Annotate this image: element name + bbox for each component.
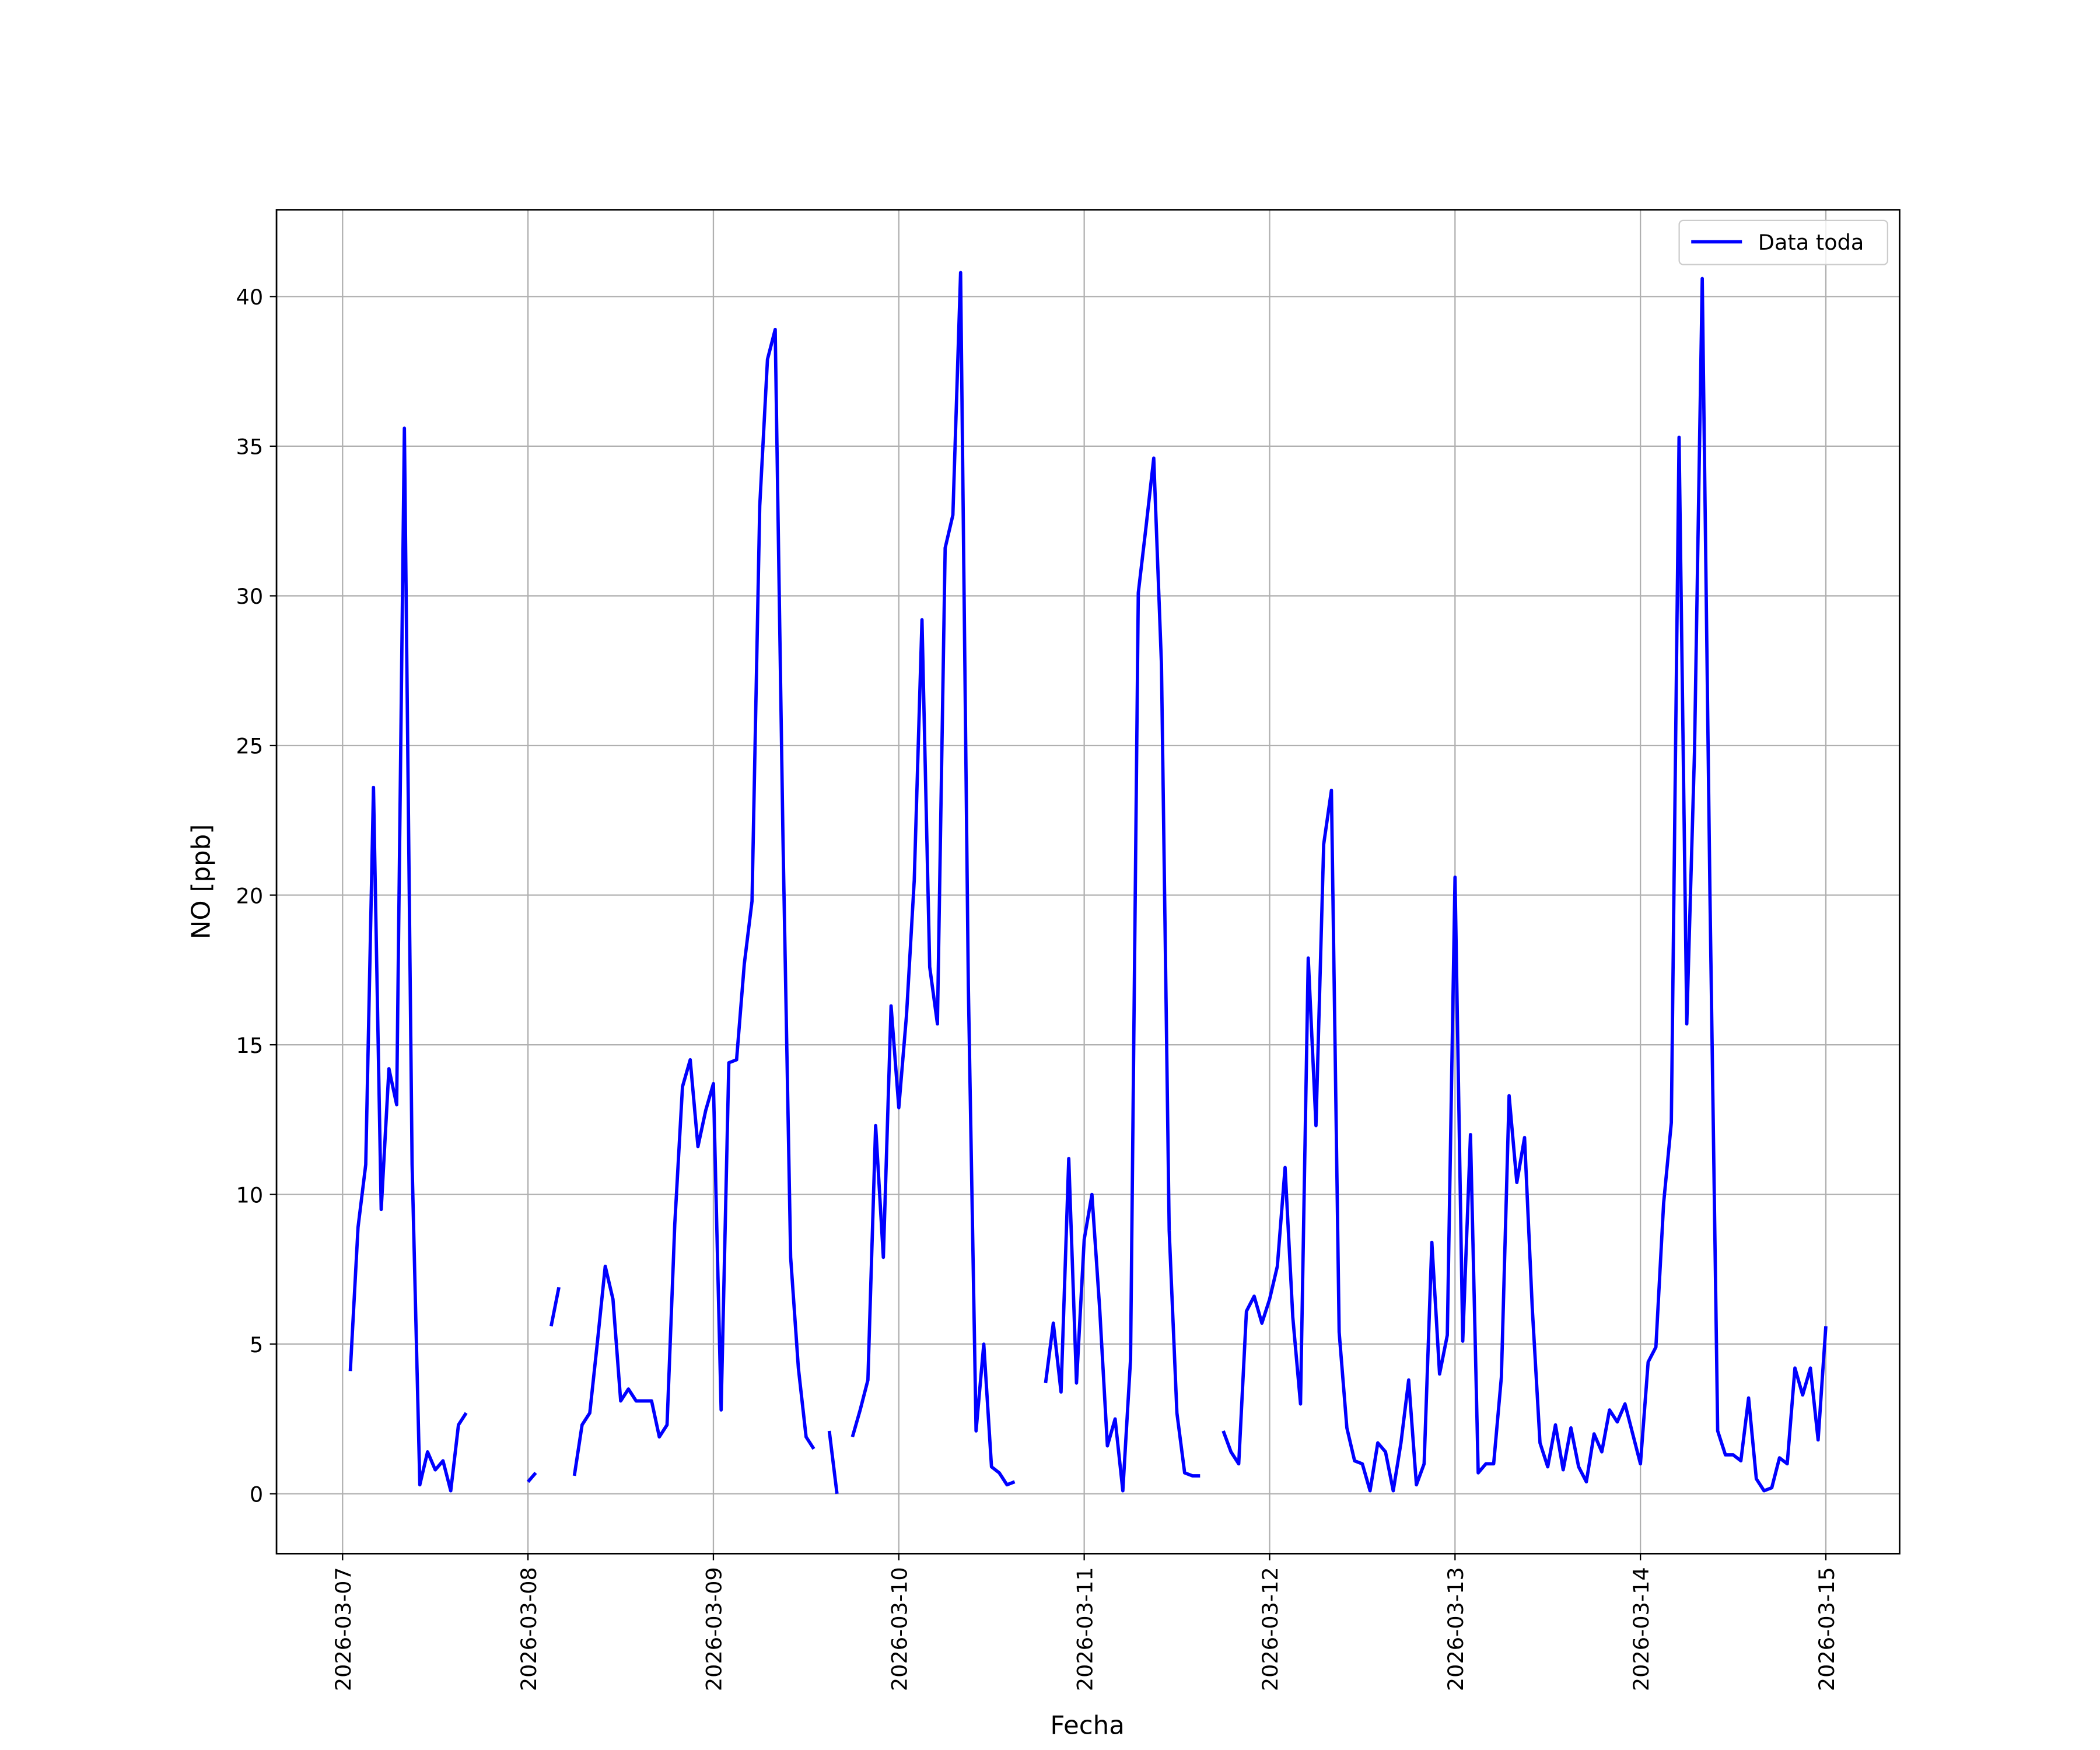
x-tick-label: 2026-03-07: [331, 1567, 356, 1691]
x-tick-label: 2026-03-11: [1072, 1567, 1097, 1691]
x-tick-label: 2026-03-14: [1629, 1567, 1654, 1691]
y-tick-label: 35: [236, 435, 264, 460]
x-tick-label: 2026-03-13: [1443, 1567, 1468, 1691]
legend-box: [1678, 219, 1889, 265]
x-tick-label: 2026-03-09: [702, 1567, 727, 1691]
data-line: [348, 271, 1828, 1494]
y-tick-label: 20: [236, 883, 264, 908]
x-tick-label: 2026-03-10: [887, 1567, 912, 1691]
y-tick-label: 10: [236, 1182, 264, 1208]
legend-label: Data toda: [1758, 230, 1864, 255]
x-tick-label: 2026-03-08: [516, 1567, 541, 1691]
y-tick-label: 40: [236, 285, 264, 310]
y-tick-label: 5: [250, 1332, 263, 1357]
y-tick-label: 15: [236, 1033, 264, 1058]
y-axis-label: NO [ppb]: [187, 824, 216, 939]
y-tick-label: 25: [236, 734, 264, 759]
y-tick-label: 30: [236, 584, 264, 609]
x-tick-label: 2026-03-15: [1814, 1567, 1839, 1691]
x-tick-label: 2026-03-12: [1258, 1567, 1283, 1691]
x-axis-label: Fecha: [1050, 1712, 1125, 1741]
plot-frame: [275, 209, 1901, 1555]
y-tick-label: 0: [250, 1482, 263, 1507]
